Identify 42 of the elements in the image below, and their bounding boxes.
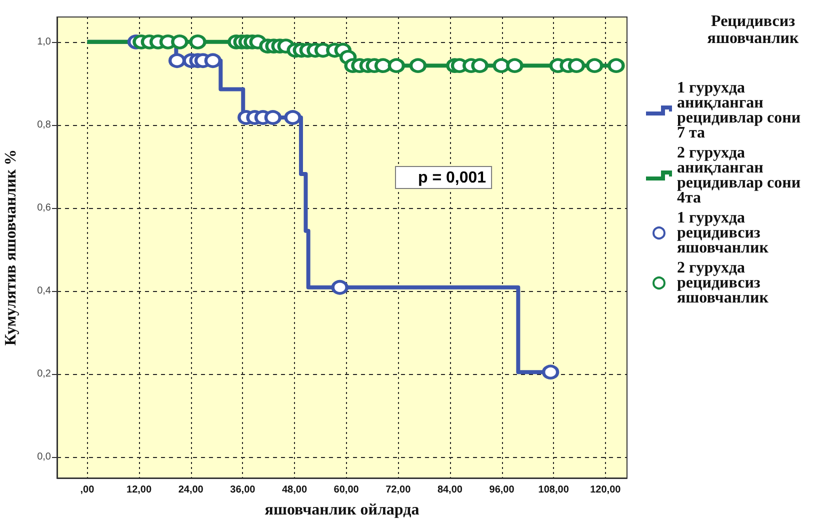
x-tick-label: 48,00: [282, 484, 308, 496]
y-tick-label: 0,8: [37, 119, 52, 130]
point: [204, 53, 222, 68]
point: [331, 280, 348, 295]
point: [374, 58, 392, 74]
x-tick-label: ,00: [80, 484, 95, 496]
x-tick-label: 96,00: [489, 484, 515, 496]
point: [388, 58, 405, 74]
point: [168, 53, 186, 68]
point: [506, 58, 524, 74]
point: [410, 58, 426, 74]
y-tick-label: 0,6: [37, 202, 52, 214]
legend-label: 1 гурухда рецидивсиз яшовчанлик: [677, 210, 770, 256]
point: [568, 58, 585, 74]
point: [492, 58, 510, 74]
y-tick-label: 0,0: [37, 452, 52, 463]
point: [586, 58, 604, 74]
legend-label: 2 гурухда рецидивсиз яшовчанлик: [677, 260, 770, 306]
x-axis-title: яшовчанлик ойларда: [264, 502, 420, 518]
point: [284, 110, 302, 126]
legend-label: 2 гурухда аниқланган рецидивлар сони 4та: [677, 144, 801, 206]
point: [189, 34, 206, 50]
legend-title: Рецидивсиз яшовчанлик: [707, 13, 800, 47]
y-axis-title: Кумулятив яшовчанлик %: [2, 149, 20, 346]
y-tick-label: 0,2: [37, 368, 52, 380]
x-tick-label: 36,00: [230, 484, 256, 496]
point: [608, 58, 625, 74]
x-tick-label: 72,00: [386, 484, 412, 496]
point: [264, 110, 282, 126]
y-tick-label: 0,4: [37, 286, 52, 297]
y-tick-label: 1,0: [37, 36, 52, 48]
x-tick-label: 24,00: [178, 484, 204, 496]
x-tick-label: 120,00: [590, 484, 622, 496]
point: [171, 34, 188, 50]
x-tick-label: 60,00: [334, 484, 360, 496]
x-tick-label: 12,00: [126, 484, 152, 496]
x-tick-label: 84,00: [437, 484, 463, 496]
point: [471, 58, 488, 74]
point: [542, 364, 560, 380]
annotation: p = 0,001: [418, 170, 486, 186]
x-tick-label: 108,00: [538, 484, 570, 496]
legend-label: 1 гурухда аниқланган рецидивлар сони 7 та: [677, 80, 801, 142]
